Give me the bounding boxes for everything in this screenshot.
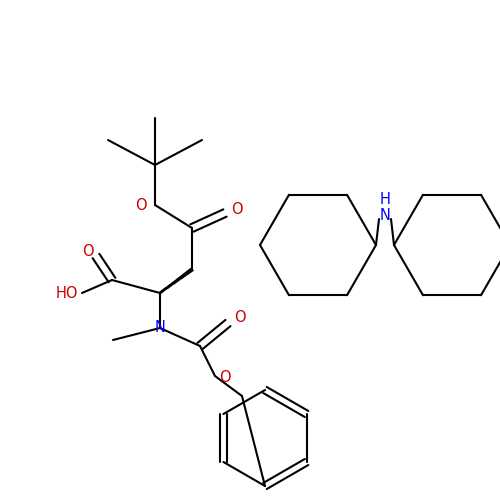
Text: O: O (219, 370, 230, 386)
Text: N: N (154, 320, 166, 336)
Text: H: H (380, 192, 390, 206)
Text: HO: HO (56, 286, 78, 300)
Text: O: O (82, 244, 94, 258)
Text: O: O (135, 198, 147, 212)
Text: N: N (380, 208, 390, 224)
Text: O: O (231, 202, 243, 216)
Text: O: O (234, 310, 246, 326)
